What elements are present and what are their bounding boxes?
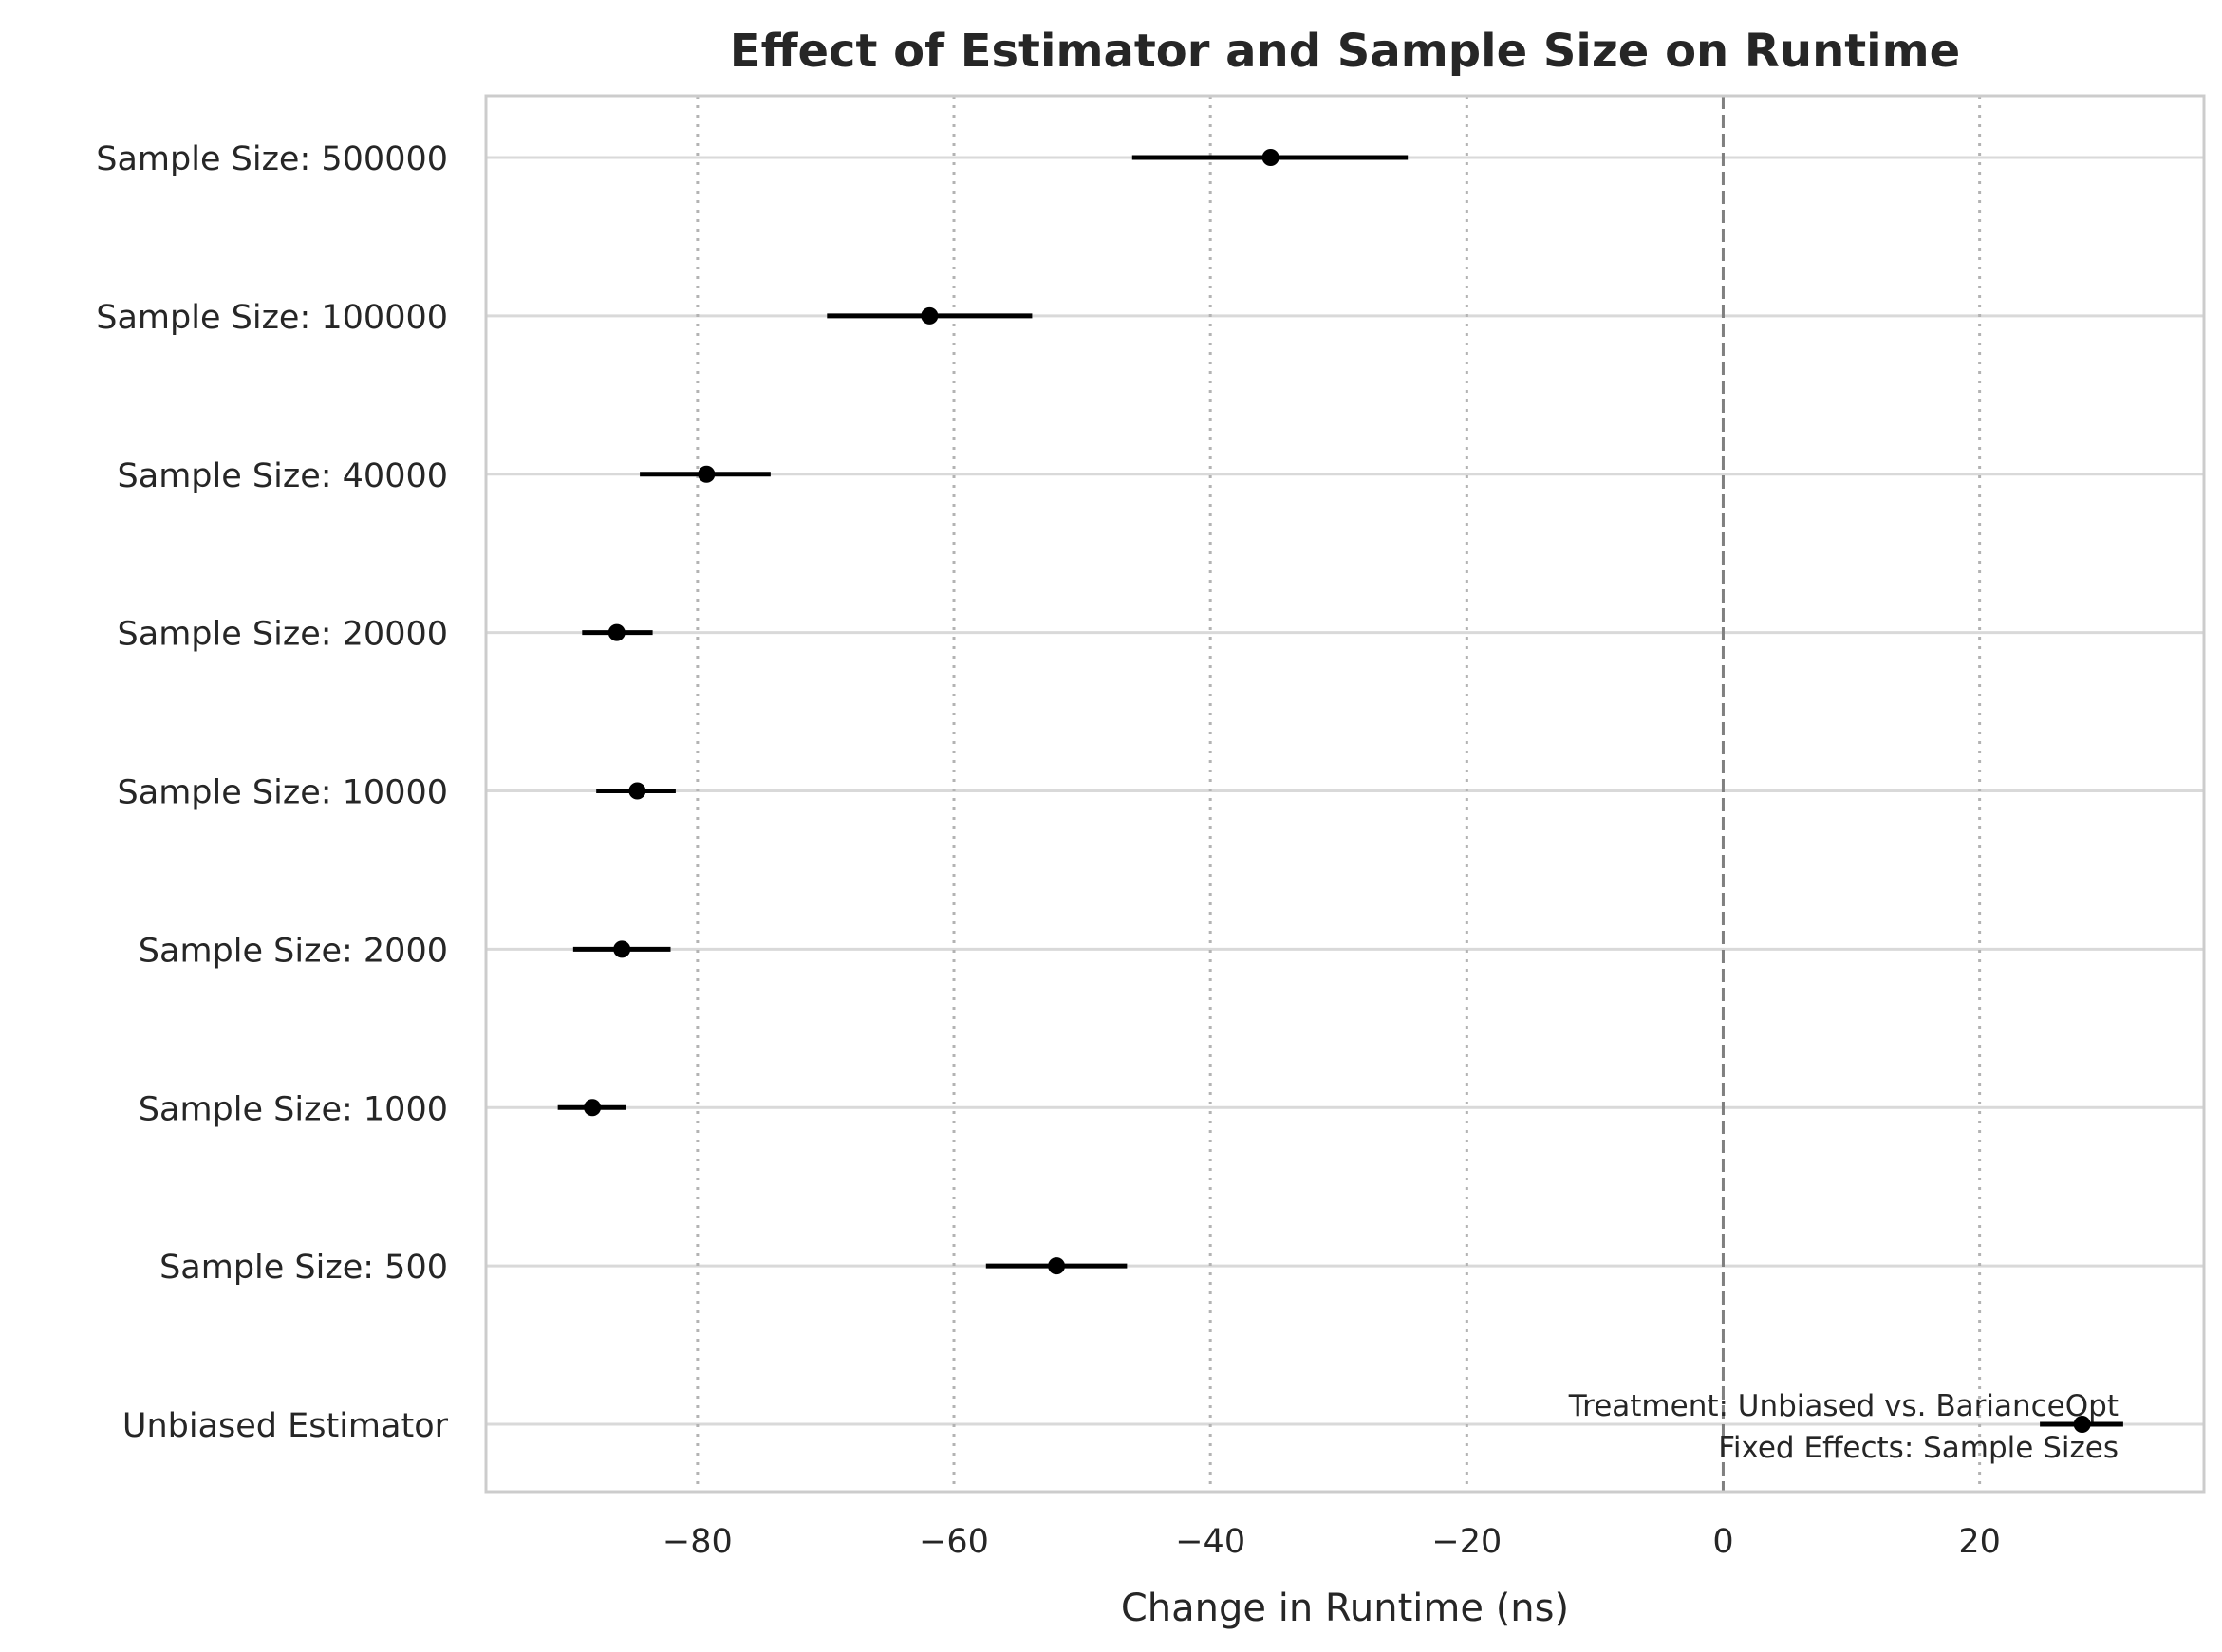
- x-tick-label: −80: [663, 1523, 733, 1561]
- y-tick-label: Sample Size: 2000: [139, 932, 448, 970]
- y-tick-label: Sample Size: 1000: [139, 1090, 448, 1128]
- marks-layer: [557, 96, 2123, 1492]
- annotation-fixed-effects: Fixed Effects: Sample Sizes: [1718, 1431, 2119, 1465]
- point-estimate: [628, 782, 646, 800]
- point-estimate: [1261, 149, 1279, 166]
- point-estimate: [613, 940, 631, 958]
- y-tick-label: Sample Size: 100000: [96, 299, 448, 337]
- x-tick-label: −60: [919, 1523, 989, 1561]
- y-tick-label: Sample Size: 40000: [118, 457, 448, 495]
- x-axis-label: Change in Runtime (ns): [1121, 1587, 1569, 1630]
- chart-title: Effect of Estimator and Sample Size on R…: [730, 25, 1960, 78]
- point-estimate: [921, 306, 939, 325]
- x-tick-label: 0: [1712, 1523, 1733, 1561]
- point-estimate: [698, 465, 716, 483]
- point-estimate: [607, 623, 626, 641]
- x-tick-label: −20: [1431, 1523, 1502, 1561]
- y-tick-label: Sample Size: 20000: [118, 616, 448, 654]
- y-tick-label: Sample Size: 10000: [118, 774, 448, 812]
- point-estimate: [1048, 1257, 1066, 1275]
- y-tick-label: Unbiased Estimator: [122, 1407, 449, 1445]
- point-estimate: [584, 1099, 602, 1117]
- y-tick-labels: Sample Size: 500000 Sample Size: 100000 Sa…: [96, 140, 448, 1445]
- point-estimate: [2073, 1416, 2091, 1433]
- x-tick-label: 20: [1958, 1523, 2001, 1561]
- x-tick-label: −40: [1175, 1523, 1245, 1561]
- plot-frame: [484, 94, 2206, 1494]
- y-tick-label: Sample Size: 500: [159, 1249, 448, 1287]
- grid-layer: [486, 96, 2204, 1492]
- annotation-treatment: Treatment: Unbiased vs. BarianceOpt: [1568, 1389, 2119, 1423]
- x-tick-labels: −80 −60 −40 −20 0 20: [663, 1523, 2001, 1561]
- y-tick-label: Sample Size: 500000: [96, 140, 448, 178]
